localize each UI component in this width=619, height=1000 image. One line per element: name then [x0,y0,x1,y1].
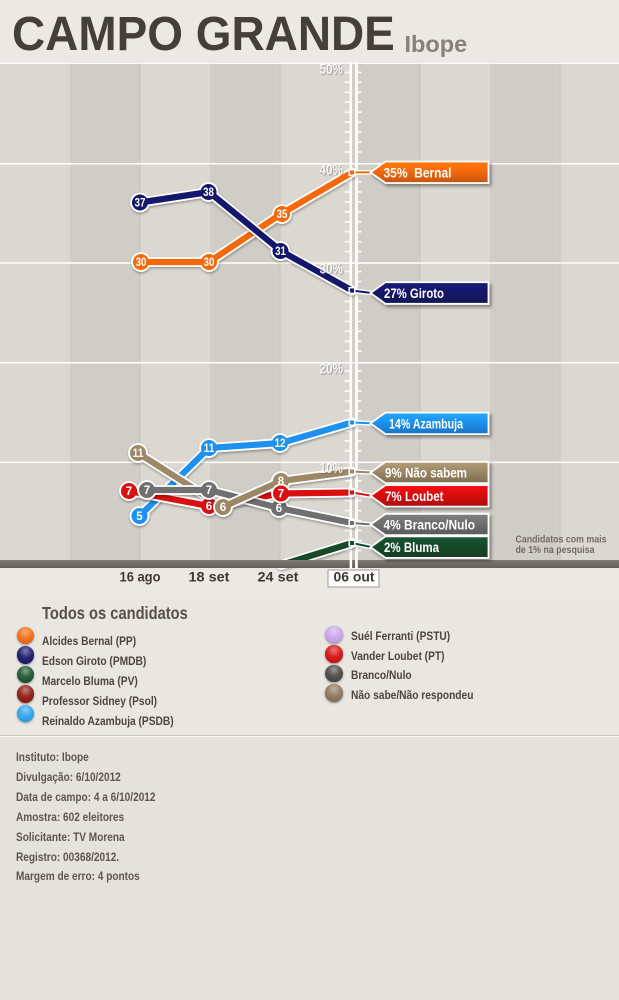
svg-text:5: 5 [136,511,143,523]
svg-text:30: 30 [204,257,215,269]
svg-text:de 1% na pesquisa: de 1% na pesquisa [516,544,595,556]
svg-text:7: 7 [206,485,212,497]
svg-text:30: 30 [136,257,147,269]
svg-text:06 out: 06 out [334,570,376,585]
svg-text:38: 38 [203,187,214,199]
svg-text:40%: 40% [320,162,344,178]
svg-text:11: 11 [204,443,215,455]
svg-text:6: 6 [220,502,226,514]
svg-text:6: 6 [206,501,212,513]
svg-text:37: 37 [135,198,146,210]
svg-text:16 ago: 16 ago [120,570,161,585]
svg-text:11: 11 [133,448,144,460]
svg-text:50%: 50% [320,62,344,78]
svg-text:24 set: 24 set [258,570,300,585]
svg-text:9% Não sabem: 9% Não sabem [385,465,467,481]
svg-text:18 set: 18 set [189,570,231,585]
svg-text:35: 35 [277,209,288,221]
svg-text:30%: 30% [320,262,344,278]
svg-text:8: 8 [278,476,285,488]
svg-text:6: 6 [276,503,282,515]
svg-text:35% Bernal: 35% Bernal [384,164,452,180]
svg-text:10%: 10% [320,461,344,477]
svg-text:4% Branco/Nulo: 4% Branco/Nulo [384,517,476,533]
svg-text:7: 7 [126,486,132,498]
svg-text:20%: 20% [320,361,344,377]
svg-text:Candidatos com mais: Candidatos com mais [516,534,607,546]
svg-text:14% Azambuja: 14% Azambuja [389,415,463,431]
svg-text:7: 7 [278,489,284,501]
svg-text:7: 7 [144,485,150,497]
svg-text:7% Loubet: 7% Loubet [385,488,444,504]
svg-text:27% Giroto: 27% Giroto [384,285,444,301]
svg-text:2% Bluma: 2% Bluma [384,539,439,555]
svg-text:12: 12 [275,438,286,450]
svg-text:31: 31 [275,246,286,258]
